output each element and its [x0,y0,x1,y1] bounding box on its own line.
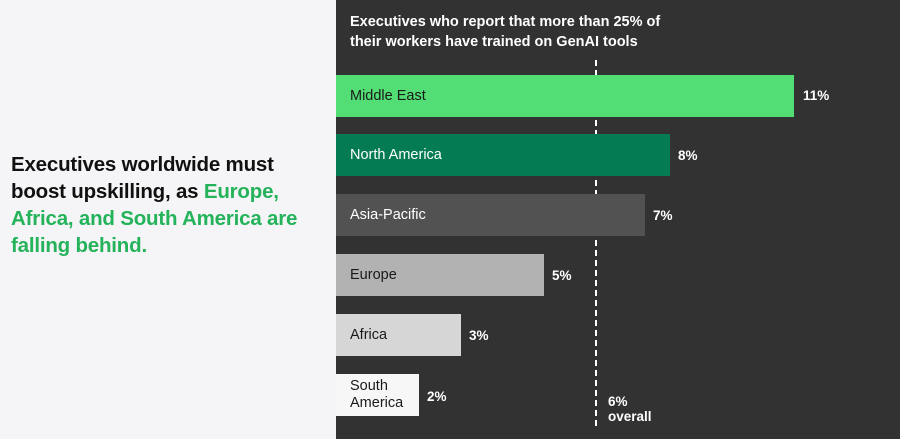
headline-highlight: Europe, Africa, and South America are fa… [11,180,298,257]
overall-reference-line [595,60,597,426]
chart-panel: Executives who report that more than 25%… [336,0,900,439]
overall-label: 6% overall [608,394,652,424]
left-panel: Executives worldwide must boost upskilli… [0,0,336,439]
bar-north-america: North America [336,134,670,176]
overall-value: 6% [608,394,628,409]
overall-text: overall [608,409,652,424]
bar-value: 2% [427,389,447,404]
bar-label: South America [350,378,404,411]
bar-value: 3% [469,328,489,343]
bar-label: Europe [350,266,397,283]
headline: Executives worldwide must boost upskilli… [11,151,311,259]
bar-south-america: South America [336,374,419,416]
bar-label: Asia-Pacific [350,206,426,223]
bar-value: 5% [552,268,572,283]
chart-title: Executives who report that more than 25%… [350,14,661,50]
bar-label: Africa [350,326,388,343]
bar-value: 8% [678,148,698,163]
bar-asia-pacific: Asia-Pacific [336,194,645,236]
headline-text: Executives worldwide must boost upskilli… [11,153,274,203]
bar-label: North America [350,146,442,163]
bar-label: Middle East [350,87,426,104]
bar-middle-east: Middle East [336,75,794,117]
bar-europe: Europe [336,254,544,296]
bar-value: 11% [803,88,830,103]
bar-value: 7% [653,208,673,223]
bar-africa: Africa [336,314,461,356]
